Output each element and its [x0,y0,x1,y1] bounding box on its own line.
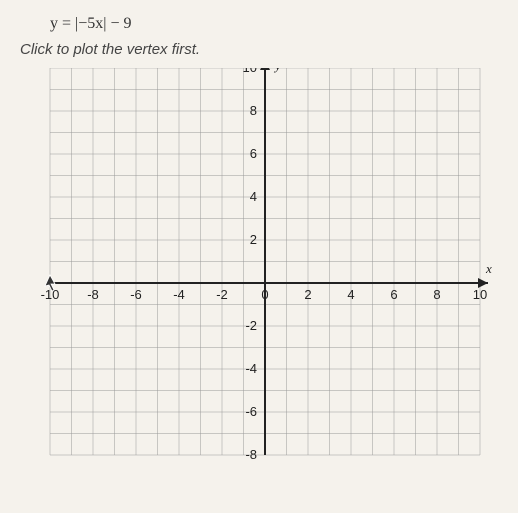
y-tick-label: -2 [245,318,257,333]
y-tick-label: -8 [245,447,257,462]
y-tick-label: 2 [250,232,257,247]
y-tick-label: 6 [250,146,257,161]
y-tick-label: -6 [245,404,257,419]
y-tick-label: 8 [250,103,257,118]
y-tick-label: 10 [243,68,257,75]
x-tick-label: -8 [87,287,99,302]
instruction-text: Click to plot the vertex first. [20,41,498,58]
x-tick-label: -6 [130,287,142,302]
x-tick-label: 10 [473,287,487,302]
y-tick-label: -4 [245,361,257,376]
x-tick-label: 8 [433,287,440,302]
x-tick-label: -2 [216,287,228,302]
x-axis-label: x [485,261,492,276]
y-axis-arrow [260,68,270,70]
graph-svg[interactable]: -10 -8 -6 -4 -2 0 2 4 6 8 10 10 8 6 4 2 -2 -4 -6 -8 x y [20,68,500,488]
equation-text: y = |−5x| − 9 [50,15,498,33]
y-tick-label: 4 [250,189,257,204]
x-tick-label: 6 [390,287,397,302]
x-tick-label: -4 [173,287,185,302]
y-axis-label: y [273,68,281,73]
x-tick-label: 4 [347,287,354,302]
coordinate-plane[interactable]: -10 -8 -6 -4 -2 0 2 4 6 8 10 10 8 6 4 2 -2 -4 -6 -8 x y [20,68,500,488]
x-tick-label: 0 [261,287,268,302]
x-tick-label: 2 [304,287,311,302]
problem-container: y = |−5x| − 9 Click to plot the vertex f… [0,0,518,513]
x-tick-label: -10 [41,287,60,302]
